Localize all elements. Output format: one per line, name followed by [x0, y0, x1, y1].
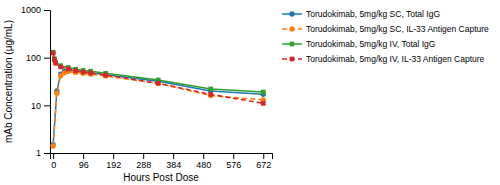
legend-item: Torudokimab, 5mg/kg SC, IL-33 Antigen Ca… [282, 24, 489, 34]
y-axis-title: mAb Concentration (μg/mL) [3, 20, 14, 143]
data-point [208, 87, 213, 92]
x-tick: 384 [166, 153, 181, 170]
legend-marker [289, 26, 294, 31]
data-point [88, 70, 93, 75]
y-tick-label: 10 [31, 101, 41, 111]
data-point [208, 92, 213, 97]
data-point [51, 51, 56, 56]
x-tick-label: 576 [226, 160, 241, 170]
data-point [53, 61, 58, 66]
x-tick: 576 [226, 153, 241, 170]
x-tick-mark [203, 153, 204, 159]
series-line [53, 52, 263, 92]
data-point [73, 69, 78, 74]
y-tick: 1 [36, 148, 50, 158]
legend: Torudokimab, 5mg/kg SC, Total IgG Torudok… [282, 9, 489, 64]
series-line [53, 72, 263, 146]
y-tick-mark [44, 10, 50, 11]
data-point [156, 81, 161, 86]
marks [50, 50, 265, 149]
data-point [80, 69, 85, 74]
legend-marker [290, 42, 295, 47]
legend-item: Torudokimab, 5mg/kg IV, IL-33 Antigen Ca… [282, 54, 485, 64]
legend-label: Torudokimab, 5mg/kg SC, IL-33 Antigen Ca… [306, 24, 489, 34]
x-tick-label: 672 [256, 160, 271, 170]
y-axis-line [44, 11, 51, 154]
x-tick: 480 [196, 153, 211, 170]
legend-label: Torudokimab, 5mg/kg IV, Total IgG [306, 39, 435, 49]
y-tick-label: 100 [26, 53, 41, 63]
x-tick-label: 96 [79, 160, 89, 170]
y-tick-label: 1 [36, 148, 41, 158]
y-tick-mark [44, 153, 50, 154]
x-tick-label: 384 [166, 160, 181, 170]
legend-item: Torudokimab, 5mg/kg SC, Total IgG [282, 9, 440, 19]
y-tick: 100 [26, 53, 50, 63]
y-tick-label: 1000 [21, 5, 41, 15]
legend-marker [289, 11, 294, 16]
x-tick: 672 [256, 153, 271, 170]
plot: 0 96 192 288 384 480 576 672 1 10 100 1000 [21, 5, 273, 170]
data-point [73, 68, 78, 73]
legend-label: Torudokimab, 5mg/kg SC, Total IgG [306, 9, 440, 19]
y-axis: 1 10 100 1000 [21, 5, 51, 158]
x-tick-mark [83, 153, 84, 159]
chart: 0 96 192 288 384 480 576 672 1 10 100 1000 Hours Pos… [0, 0, 500, 185]
y-tick: 1000 [21, 5, 50, 15]
x-tick: 96 [79, 153, 89, 170]
data-point [50, 143, 55, 148]
x-tick-mark [143, 153, 144, 159]
y-tick: 10 [31, 101, 50, 111]
legend-item: Torudokimab, 5mg/kg IV, Total IgG [282, 39, 435, 49]
data-point [103, 72, 108, 77]
data-point [156, 81, 161, 86]
x-tick-label: 288 [136, 160, 151, 170]
y-tick-mark [44, 58, 50, 59]
x-tick-mark [113, 153, 114, 159]
x-tick: 288 [136, 153, 151, 170]
x-tick-mark [233, 153, 234, 159]
x-axis: 0 96 192 288 384 480 576 672 [51, 153, 273, 170]
x-tick-mark [263, 153, 264, 159]
data-point [103, 73, 108, 78]
x-tick-label: 480 [196, 160, 211, 170]
x-tick: 0 [51, 153, 56, 170]
series-line [53, 70, 263, 144]
x-axis-title: Hours Post Dose [123, 172, 199, 183]
legend-marker [290, 57, 295, 62]
data-point [66, 67, 71, 72]
series-line [53, 53, 263, 103]
data-point [58, 65, 63, 70]
x-tick-mark [173, 153, 174, 159]
data-point [103, 73, 108, 78]
x-axis-line [51, 154, 273, 160]
data-point [54, 91, 59, 96]
data-point [88, 71, 93, 76]
data-point [208, 93, 213, 98]
x-tick: 192 [106, 153, 121, 170]
x-tick-label: 192 [106, 160, 121, 170]
data-point [80, 71, 85, 76]
y-tick-mark [44, 105, 50, 106]
data-point [81, 70, 86, 75]
x-tick-label: 0 [51, 160, 56, 170]
data-point [51, 50, 56, 55]
data-point [261, 90, 266, 95]
legend-label: Torudokimab, 5mg/kg IV, IL-33 Antigen Ca… [306, 54, 485, 64]
data-point [261, 101, 266, 106]
x-tick-mark [53, 153, 54, 159]
